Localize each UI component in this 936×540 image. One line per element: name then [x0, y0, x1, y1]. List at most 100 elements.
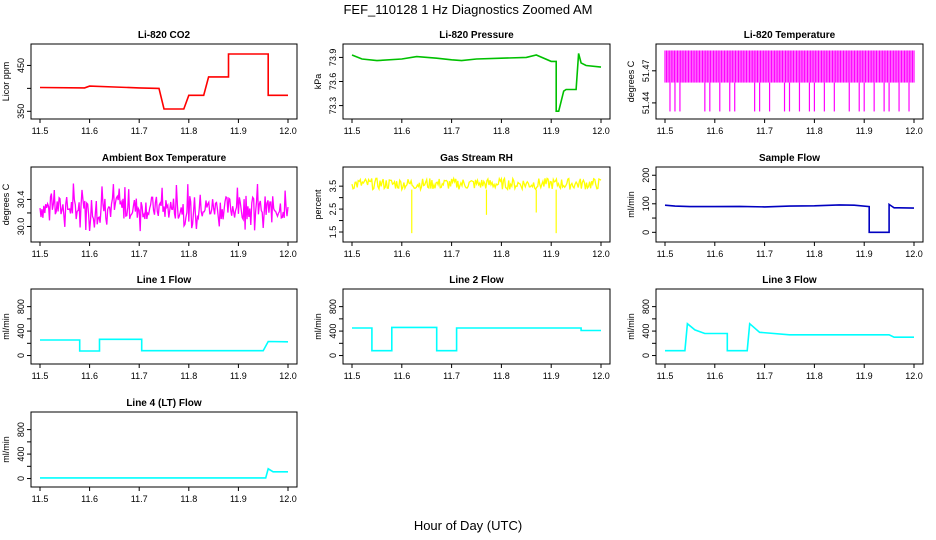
plot-frame [30, 43, 298, 120]
x-tick-label: 12.0 [279, 249, 297, 259]
x-axis-title: Hour of Day (UTC) [413, 518, 523, 533]
x-tick-label: 11.9 [230, 371, 247, 381]
x-tick-label: 11.9 [230, 494, 247, 504]
x-tick-label: 11.7 [443, 126, 460, 136]
y-tick-label: 3.5 [328, 180, 338, 193]
x-tick-label: 11.9 [856, 249, 873, 259]
plot-title: Line 1 Flow [137, 275, 192, 286]
x-tick-label: 11.5 [32, 494, 49, 504]
x-tick-label: 11.8 [180, 249, 197, 259]
y-tick-label: 51.44 [641, 92, 651, 115]
x-tick-label: 11.5 [344, 126, 361, 136]
x-tick-label: 11.7 [756, 126, 773, 136]
x-tick-label: 11.5 [657, 249, 674, 259]
x-tick-label: 11.6 [81, 249, 98, 259]
x-tick-label: 11.6 [706, 371, 723, 381]
plot-frame [342, 166, 611, 243]
x-tick-label: 11.9 [230, 126, 247, 136]
y-axis-label: Licor ppm [1, 62, 11, 102]
x-tick-label: 12.0 [279, 494, 297, 504]
x-tick-label: 11.8 [493, 249, 510, 259]
y-tick-label: 1.5 [328, 226, 338, 239]
y-axis-label: ml/min [626, 313, 636, 340]
y-tick-label: 450 [16, 58, 26, 73]
y-tick-label: 400 [16, 324, 26, 339]
y-axis-label: ml/min [1, 313, 11, 340]
plot-panel-0: Li-820 CO2 Licor ppm 11.5 11.6 11.7 11.8 11.9 1… [1, 30, 298, 136]
x-tick-label: 11.9 [856, 126, 873, 136]
x-tick-label: 11.9 [543, 126, 560, 136]
x-tick-label: 11.9 [543, 371, 560, 381]
x-tick-label: 11.6 [81, 371, 98, 381]
x-tick-label: 11.5 [657, 371, 674, 381]
x-tick-label: 11.7 [756, 249, 773, 259]
plot-frame [655, 288, 924, 365]
x-tick-label: 11.9 [543, 249, 560, 259]
y-tick-label: 73.9 [328, 49, 338, 67]
y-axis-label: ml/min [313, 313, 323, 340]
x-tick-label: 11.6 [81, 126, 98, 136]
plot-title: Line 2 Flow [449, 275, 504, 286]
y-tick-label: 73.3 [328, 97, 338, 115]
x-tick-label: 11.7 [131, 371, 148, 381]
x-tick-label: 11.5 [344, 249, 361, 259]
y-tick-label: 2.5 [328, 203, 338, 216]
y-tick-label: 51.47 [641, 60, 651, 83]
x-tick-label: 11.8 [806, 126, 823, 136]
plot-panel-6: Line 1 Flow ml/min 11.5 11.6 11.7 11.8 11.9 12.… [1, 275, 298, 381]
data-trace [352, 326, 601, 352]
page-title: FEF_110128 1 Hz Diagnostics Zoomed AM [343, 2, 593, 17]
x-tick-label: 12.0 [592, 126, 610, 136]
plot-title: Li-820 Temperature [744, 30, 836, 41]
y-axis-label: degrees C [1, 183, 11, 225]
y-tick-label: 350 [16, 104, 26, 119]
plot-frame [30, 288, 298, 365]
x-tick-label: 11.8 [493, 371, 510, 381]
plot-panel-3: Ambient Box Temperature degrees C 11.5 11.6… [1, 153, 298, 259]
x-tick-label: 11.6 [393, 126, 410, 136]
plot-frame [30, 411, 298, 488]
plot-title: Line 3 Flow [762, 275, 817, 286]
y-axis-label: kPa [313, 74, 323, 90]
x-tick-label: 12.0 [592, 371, 610, 381]
x-tick-label: 12.0 [905, 371, 923, 381]
y-tick-label: 0 [641, 230, 651, 235]
data-trace [351, 53, 602, 112]
x-tick-label: 11.5 [657, 126, 674, 136]
y-tick-label: 800 [16, 299, 26, 314]
data-trace [665, 322, 914, 352]
plot-panel-1: Li-820 Pressure kPa 11.5 11.6 11.7 11.8 11.9 12… [313, 30, 611, 136]
y-tick-label: 800 [328, 299, 338, 314]
y-tick-label: 400 [328, 324, 338, 339]
x-tick-label: 11.8 [180, 126, 197, 136]
y-tick-label: 400 [16, 447, 26, 462]
data-trace [40, 467, 288, 479]
x-tick-label: 11.6 [81, 494, 98, 504]
x-tick-label: 11.6 [706, 249, 723, 259]
plot-frame [342, 288, 611, 365]
x-tick-label: 11.6 [706, 126, 723, 136]
x-tick-label: 11.8 [806, 371, 823, 381]
y-tick-label: 0 [328, 353, 338, 358]
x-tick-label: 11.8 [806, 249, 823, 259]
y-tick-label: 0 [16, 353, 26, 358]
x-tick-label: 11.8 [180, 371, 197, 381]
plot-frame [342, 43, 611, 120]
x-tick-label: 11.7 [131, 249, 148, 259]
x-tick-label: 11.8 [180, 494, 197, 504]
x-tick-label: 11.9 [856, 371, 873, 381]
data-trace [39, 53, 288, 110]
x-tick-label: 12.0 [279, 371, 297, 381]
plot-panel-2: Li-820 Temperature degrees C 11.5 11.6 11.7 1… [626, 30, 924, 136]
plot-frame [30, 166, 298, 243]
x-tick-label: 12.0 [905, 126, 923, 136]
x-tick-label: 11.7 [131, 126, 148, 136]
y-axis-label: percent [313, 189, 323, 220]
y-tick-label: 0 [641, 353, 651, 358]
y-tick-label: 200 [641, 168, 651, 183]
plot-title: Li-820 Pressure [439, 30, 514, 41]
y-tick-label: 73.6 [328, 73, 338, 91]
plot-title: Li-820 CO2 [138, 30, 191, 41]
x-tick-label: 11.8 [493, 126, 510, 136]
data-trace [351, 176, 602, 193]
